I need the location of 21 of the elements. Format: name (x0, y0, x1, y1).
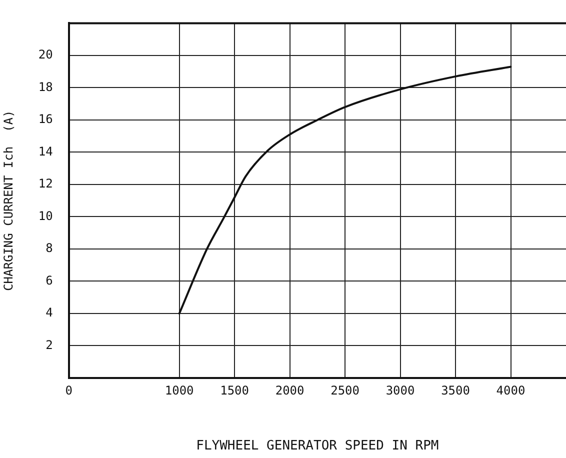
y-tick-label: 2 (46, 338, 53, 352)
line-series (178, 66, 512, 314)
x-tick-label: 3500 (441, 383, 470, 398)
y-tick-label: 18 (38, 80, 53, 94)
y-tick-label: 8 (46, 241, 53, 256)
y-tick-label: 6 (46, 273, 53, 288)
x-tick-label: 1500 (220, 383, 250, 398)
y-tick-label: 12 (38, 176, 53, 191)
x-tick-label: 4000 (496, 383, 526, 398)
x-tick-label: 3000 (386, 383, 415, 398)
x-axis-title: FLYWHEEL GENERATOR SPEED IN RPM (196, 438, 439, 454)
y-tick-label: 10 (38, 208, 53, 223)
y-tick-label: 14 (38, 144, 53, 158)
x-tick-label: 2000 (275, 383, 304, 398)
y-tick-label: 20 (38, 48, 53, 62)
y-axis-title: CHARGING CURRENT Ich (A) (1, 110, 16, 291)
y-tick-label: 16 (38, 112, 53, 126)
x-tick-label: 2500 (330, 383, 360, 398)
x-tick-label: 0 (65, 383, 72, 398)
x-tick-label: 1000 (164, 383, 194, 398)
y-tick-label: 4 (46, 306, 53, 320)
